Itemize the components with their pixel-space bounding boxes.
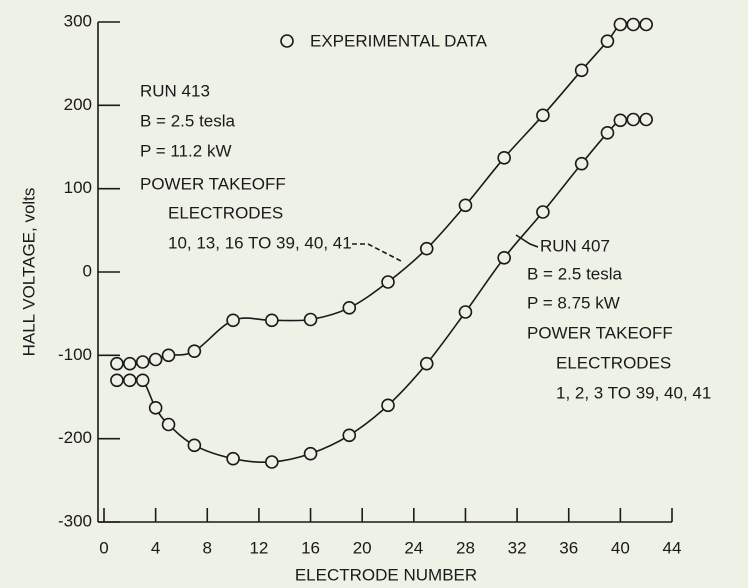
annotation: 10, 13, 16 TO 39, 40, 41 bbox=[168, 233, 352, 252]
annotation: P = 11.2 kW bbox=[140, 141, 232, 160]
x-tick-label: 8 bbox=[203, 538, 212, 557]
data-point bbox=[419, 241, 434, 256]
x-tick-label: 20 bbox=[353, 538, 372, 557]
legend-marker bbox=[280, 34, 294, 48]
annotation: POWER TAKEOFF bbox=[527, 323, 673, 342]
annotation: P = 8.75 kW bbox=[527, 293, 620, 312]
x-tick-label: 28 bbox=[456, 538, 475, 557]
data-point bbox=[226, 313, 240, 328]
leader-line bbox=[515, 234, 539, 248]
data-point bbox=[123, 373, 137, 388]
x-tick-label: 4 bbox=[151, 538, 160, 557]
data-point bbox=[226, 451, 240, 466]
y-tick-label: 0 bbox=[83, 261, 92, 280]
data-point bbox=[265, 313, 279, 328]
annotation: ELECTRODES bbox=[556, 353, 671, 372]
data-point bbox=[148, 352, 163, 367]
data-point bbox=[536, 205, 550, 219]
x-tick-label: 0 bbox=[99, 538, 108, 557]
data-point bbox=[613, 113, 628, 128]
data-point bbox=[123, 356, 137, 371]
y-tick-label: 100 bbox=[64, 178, 92, 197]
data-point bbox=[626, 112, 641, 127]
data-point bbox=[381, 398, 395, 413]
data-point bbox=[303, 312, 318, 327]
annotation: 1, 2, 3 TO 39, 40, 41 bbox=[556, 383, 711, 402]
data-point bbox=[187, 344, 202, 358]
data-point bbox=[574, 63, 589, 78]
data-point bbox=[497, 151, 511, 165]
data-point bbox=[161, 417, 176, 432]
data-point bbox=[110, 356, 124, 371]
annotation: RUN 407 bbox=[540, 236, 610, 255]
y-tick-label: -200 bbox=[58, 428, 92, 447]
x-axis-label: ELECTRODE NUMBER bbox=[295, 565, 477, 584]
data-point bbox=[574, 156, 589, 171]
x-tick-label: 44 bbox=[663, 538, 682, 557]
data-point bbox=[161, 348, 176, 363]
y-tick-label: -100 bbox=[58, 345, 92, 364]
data-point bbox=[626, 17, 641, 32]
x-tick-label: 36 bbox=[559, 538, 578, 557]
series-line bbox=[116, 118, 647, 464]
x-tick-label: 12 bbox=[249, 538, 268, 557]
leader-line bbox=[352, 243, 404, 263]
annotation: RUN 413 bbox=[140, 81, 210, 100]
data-point bbox=[303, 446, 318, 461]
data-point bbox=[613, 17, 628, 32]
x-tick-label: 24 bbox=[404, 538, 423, 557]
y-axis-label: HALL VOLTAGE, volts bbox=[19, 188, 38, 357]
annotation: B = 2.5 tesla bbox=[527, 264, 623, 283]
data-point bbox=[497, 251, 511, 265]
data-point bbox=[342, 428, 357, 443]
data-point bbox=[536, 108, 550, 123]
x-tick-label: 40 bbox=[611, 538, 630, 557]
annotation: POWER TAKEOFF bbox=[140, 174, 286, 193]
data-point bbox=[639, 112, 653, 127]
y-tick-label: -300 bbox=[58, 511, 92, 530]
legend-label: EXPERIMENTAL DATA bbox=[310, 31, 488, 50]
data-point bbox=[458, 305, 473, 319]
annotation: B = 2.5 tesla bbox=[140, 111, 236, 130]
data-point bbox=[600, 34, 615, 48]
data-point bbox=[639, 17, 653, 32]
data-point bbox=[419, 356, 434, 371]
data-point bbox=[187, 438, 202, 453]
x-tick-label: 32 bbox=[508, 538, 527, 557]
data-point bbox=[265, 455, 279, 469]
data-point bbox=[110, 373, 124, 388]
data-point bbox=[381, 275, 395, 289]
data-point bbox=[135, 355, 150, 369]
data-point bbox=[148, 401, 163, 415]
series-line bbox=[116, 22, 647, 365]
data-point bbox=[458, 198, 473, 213]
data-point bbox=[600, 126, 615, 140]
y-tick-label: 300 bbox=[64, 11, 92, 30]
data-point bbox=[342, 301, 357, 315]
x-tick-label: 16 bbox=[301, 538, 320, 557]
y-tick-label: 200 bbox=[64, 95, 92, 114]
annotation: ELECTRODES bbox=[168, 203, 283, 222]
data-point bbox=[135, 373, 150, 388]
